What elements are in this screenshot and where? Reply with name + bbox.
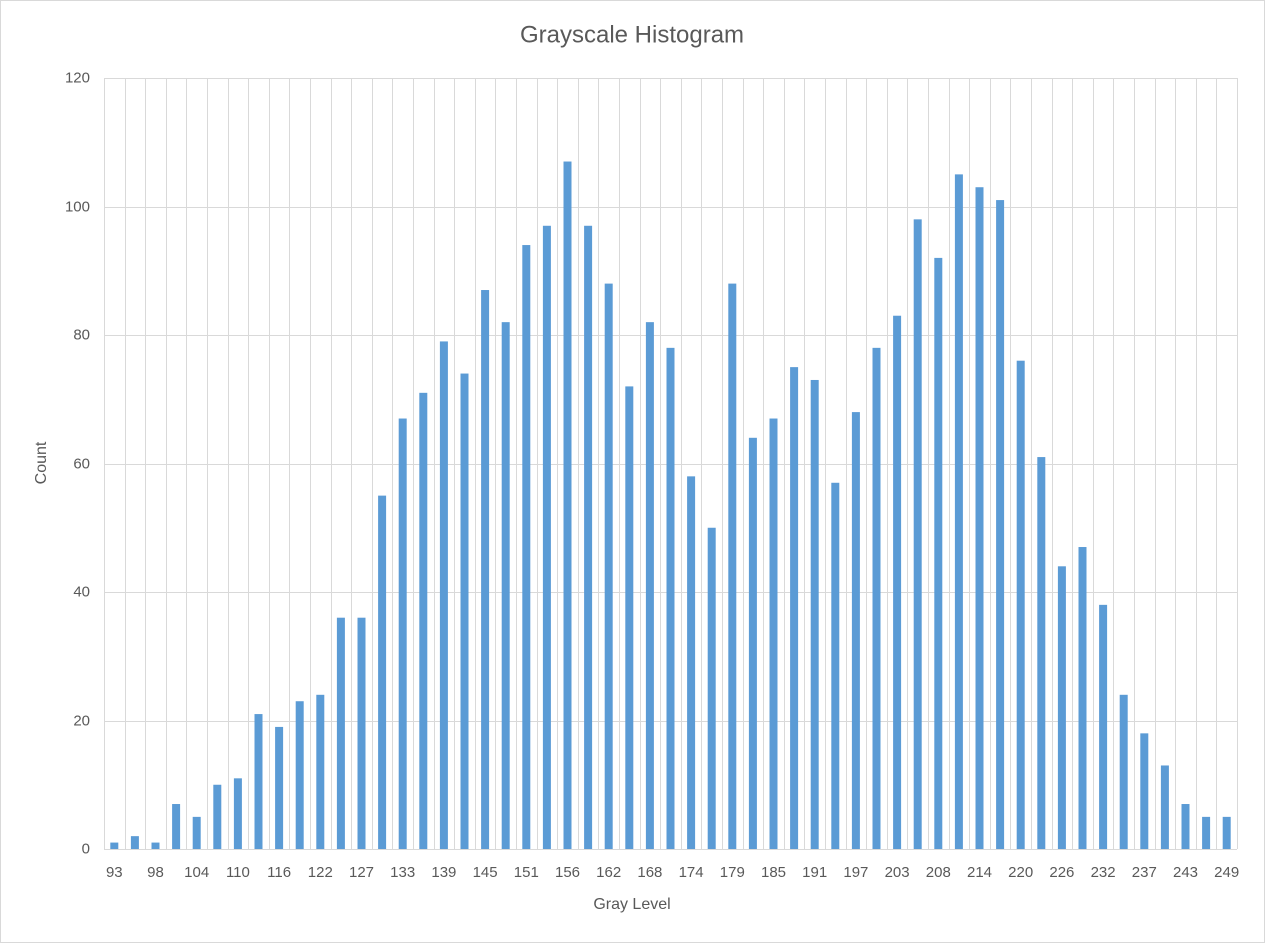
bar [687,476,696,849]
x-tick-label: 116 [267,864,291,881]
bar [130,836,139,849]
bar [1037,457,1046,849]
bar [769,418,778,849]
x-axis-title: Gray Level [593,896,670,913]
bar [625,386,634,849]
y-tick-label: 40 [73,583,90,600]
bar [831,482,840,849]
x-tick-label: 203 [885,864,910,881]
bar [439,341,448,849]
bar [316,694,325,849]
bar [151,842,160,849]
bar [481,290,490,849]
bar [542,225,551,849]
bar [1119,694,1128,849]
y-tick-label: 80 [73,326,90,343]
bar [378,495,387,849]
bar [645,322,654,849]
bar [1057,566,1066,849]
x-tick-label: 243 [1173,864,1198,881]
x-tick-label: 93 [106,864,123,881]
bar [748,437,757,849]
x-tick-label: 208 [926,864,951,881]
x-tick-label: 156 [555,864,580,881]
y-tick-label: 20 [73,712,90,729]
bar [728,283,737,850]
y-tick-label: 120 [65,69,90,86]
bar [1181,804,1190,849]
bar [1016,360,1025,849]
bar [563,161,572,849]
bar [295,701,304,849]
bar [1140,733,1149,849]
x-tick-label: 249 [1214,864,1239,881]
bar [336,617,345,849]
bar [1078,547,1087,849]
bar [172,804,181,849]
bar [666,347,675,849]
bar [522,245,531,850]
bar [1202,816,1211,849]
bar [872,347,881,849]
x-tick-label: 122 [308,864,333,881]
x-tick-label: 174 [679,864,704,881]
bar [1222,816,1231,849]
bar [604,283,613,850]
bar [893,315,902,850]
x-tick-label: 197 [843,864,868,881]
y-tick-label: 60 [73,455,90,472]
x-tick-label: 185 [761,864,786,881]
bar [913,219,922,850]
bar [1160,765,1169,849]
bar [501,322,510,849]
x-tick-label: 226 [1049,864,1074,881]
x-tick-label: 133 [390,864,415,881]
bar [934,257,943,849]
x-tick-label: 127 [349,864,374,881]
bar [851,412,860,849]
bar [1099,604,1108,849]
y-tick-label: 0 [82,840,90,857]
bar [192,816,201,849]
bar [975,187,984,850]
x-tick-label: 220 [1008,864,1033,881]
y-tick-label: 100 [65,198,90,215]
x-tick-label: 191 [802,864,827,881]
bar [398,418,407,849]
x-tick-label: 98 [147,864,164,881]
x-tick-label: 145 [473,864,498,881]
bar [954,174,963,849]
x-tick-label: 139 [431,864,456,881]
x-tick-label: 104 [184,864,209,881]
x-tick-label: 214 [967,864,992,881]
bar [460,373,469,849]
bar [584,225,593,849]
bar [254,714,263,849]
bar [790,367,799,849]
x-tick-label: 179 [720,864,745,881]
x-tick-label: 162 [596,864,621,881]
bar [707,527,716,849]
bar [996,200,1005,849]
bar [233,778,242,849]
x-tick-label: 110 [226,864,250,881]
x-tick-label: 237 [1132,864,1157,881]
bar [213,784,222,849]
x-tick-label: 151 [514,864,539,881]
y-axis-title: Count [33,441,50,484]
bar [110,842,119,849]
chart-title: Grayscale Histogram [520,21,744,48]
bar [357,617,366,849]
bar [419,392,428,849]
x-tick-label: 232 [1091,864,1116,881]
x-tick-label: 168 [637,864,662,881]
bar [275,726,284,849]
bar [810,379,819,849]
